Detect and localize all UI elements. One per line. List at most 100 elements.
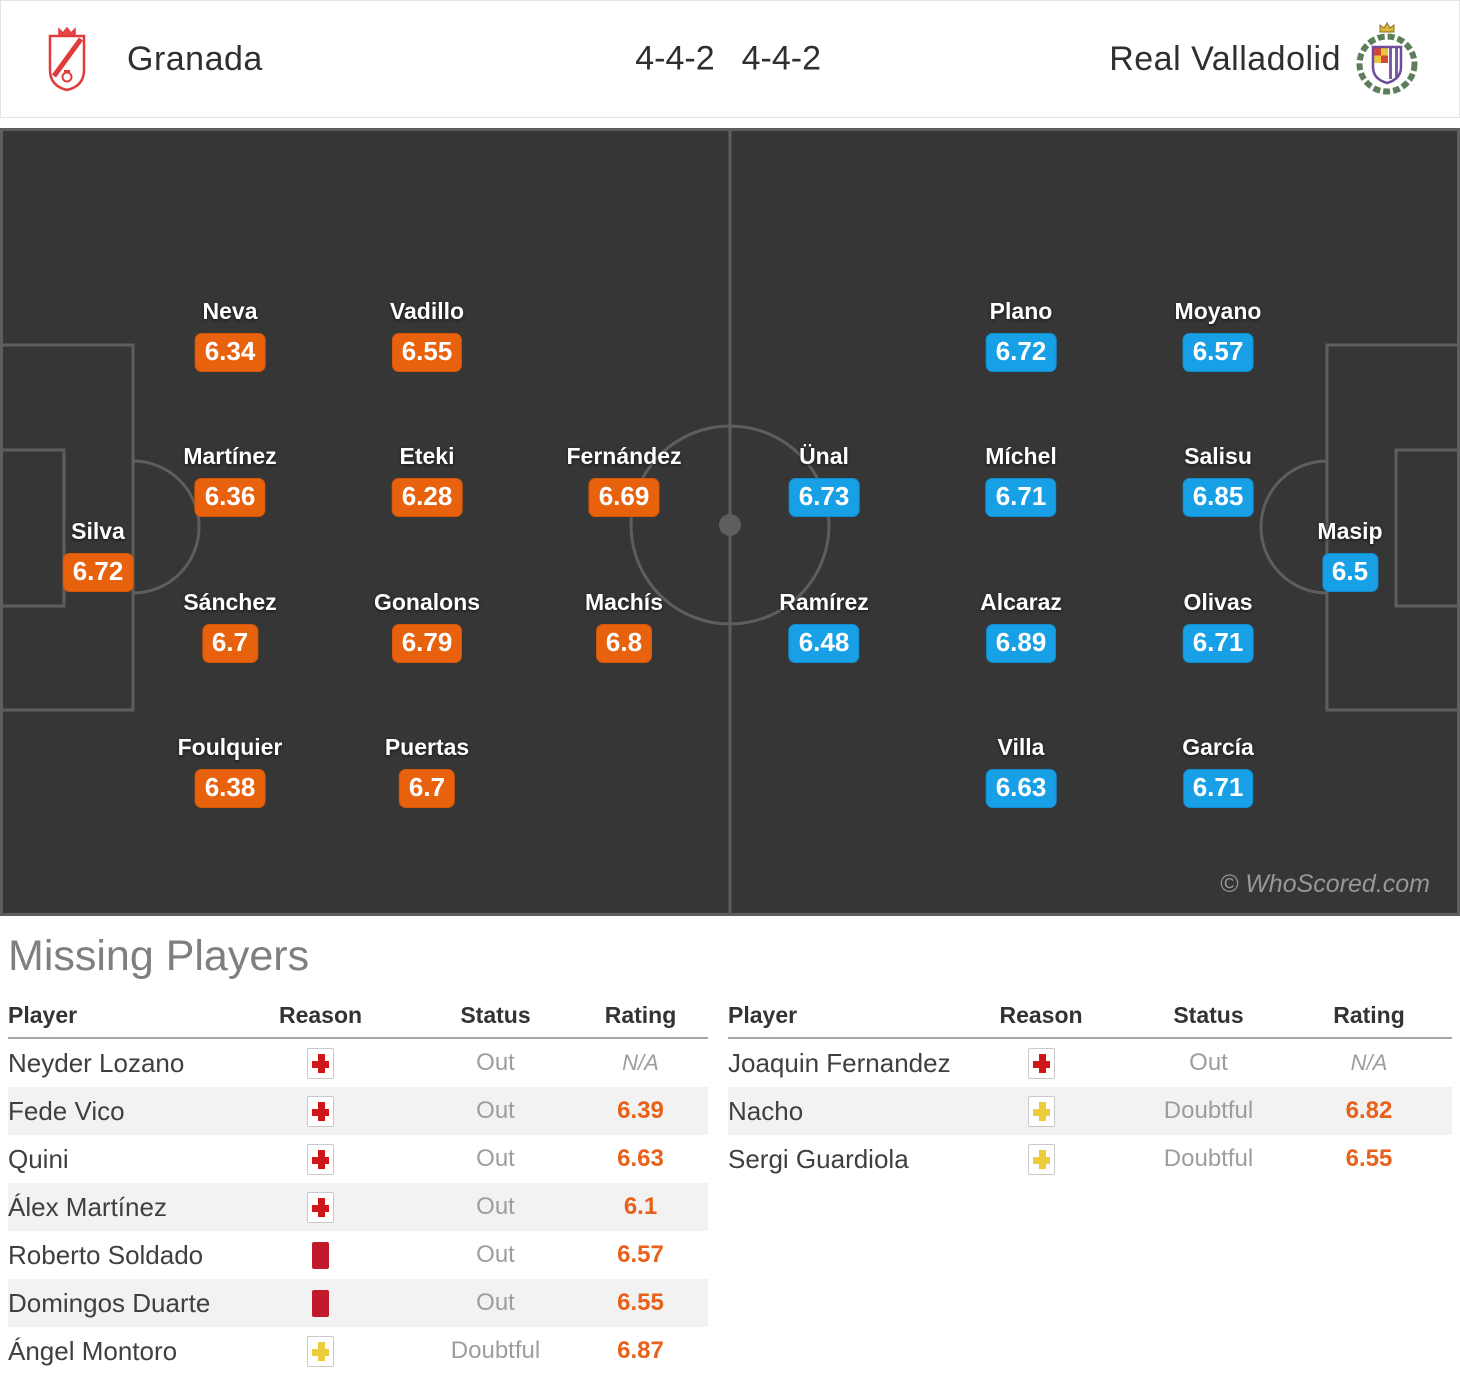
missing-player-name: Ángel Montoro — [8, 1335, 178, 1366]
match-header: Granada 4-4-2 4-4-2 Real Valladolid — [0, 0, 1460, 118]
red-card-icon — [312, 1289, 329, 1317]
player-name: Gonalons — [373, 589, 481, 615]
player-Neva[interactable]: Neva 6.34 — [194, 298, 266, 372]
player-name: Míchel — [985, 443, 1057, 469]
missing-player-status: Out — [476, 1097, 515, 1124]
player-rating-badge: 6.8 — [595, 624, 653, 663]
missing-player-row: Sergi Guardiola Doubtful 6.55 — [728, 1135, 1452, 1183]
player-rating-badge: 6.69 — [588, 478, 660, 517]
missing-player-rating: 6.63 — [617, 1145, 664, 1172]
missing-player-name: Sergi Guardiola — [728, 1143, 909, 1174]
missing-player-rating: N/A — [1350, 1050, 1388, 1075]
injury-cross-icon — [307, 1047, 334, 1079]
player-Ünal[interactable]: Ünal 6.73 — [788, 443, 860, 517]
missing-player-reason — [223, 1191, 418, 1223]
missing-player-reason — [223, 1289, 418, 1317]
player-Vadillo[interactable]: Vadillo 6.55 — [390, 298, 464, 372]
player-name: Puertas — [384, 734, 470, 760]
missing-player-name: Álex Martínez — [8, 1191, 167, 1222]
player-rating-badge: 6.72 — [62, 553, 134, 592]
player-Míchel[interactable]: Míchel 6.71 — [985, 443, 1057, 517]
player-rating-badge: 6.79 — [391, 624, 463, 663]
player-Foulquier[interactable]: Foulquier 6.38 — [177, 734, 283, 808]
missing-player-status: Out — [476, 1145, 515, 1172]
player-Plano[interactable]: Plano 6.72 — [985, 298, 1057, 372]
player-rating-badge: 6.71 — [1182, 624, 1254, 663]
player-name: Neva — [202, 298, 258, 324]
away-team-name: Real Valladolid — [1109, 39, 1341, 78]
granada-crest-icon — [48, 26, 86, 92]
player-Masip[interactable]: Masip 6.5 — [1317, 518, 1383, 592]
table-header: Player Reason Status Rating — [8, 999, 708, 1039]
missing-player-row: Joaquin Fernandez Out N/A — [728, 1039, 1452, 1087]
player-name: Plano — [989, 298, 1053, 324]
away-team-block: Real Valladolid — [1109, 22, 1419, 96]
player-Machís[interactable]: Machís 6.8 — [585, 589, 663, 663]
player-Sánchez[interactable]: Sánchez 6.7 — [183, 589, 277, 663]
player-rating-badge: 6.28 — [391, 478, 463, 517]
cross-bar — [1038, 1053, 1046, 1073]
missing-player-row: Ángel Montoro Doubtful 6.87 — [8, 1327, 708, 1375]
player-name: Eteki — [399, 443, 455, 469]
player-Moyano[interactable]: Moyano 6.57 — [1175, 298, 1261, 372]
missing-player-name: Nacho — [728, 1095, 804, 1126]
player-Villa[interactable]: Villa 6.63 — [985, 734, 1057, 808]
missing-player-row: Nacho Doubtful 6.82 — [728, 1087, 1452, 1135]
col-status: Status — [1173, 1002, 1244, 1028]
cross-bar — [318, 1197, 325, 1217]
table-header: Player Reason Status Rating — [728, 999, 1452, 1039]
player-rating-badge: 6.48 — [788, 624, 860, 663]
cross-bar — [318, 1149, 325, 1169]
player-Silva[interactable]: Silva 6.72 — [62, 518, 134, 592]
missing-player-reason — [951, 1047, 1131, 1079]
missing-players-title: Missing Players — [8, 932, 310, 980]
missing-player-name: Joaquin Fernandez — [728, 1047, 951, 1078]
injury-cross-icon — [1027, 1047, 1055, 1079]
player-rating-badge: 6.36 — [194, 478, 266, 517]
player-rating-badge: 6.7 — [201, 624, 259, 663]
player-Salisu[interactable]: Salisu 6.85 — [1182, 443, 1254, 517]
missing-player-name: Neyder Lozano — [8, 1047, 185, 1078]
player-Gonalons[interactable]: Gonalons 6.79 — [374, 589, 480, 663]
missing-player-reason — [223, 1047, 418, 1079]
col-reason: Reason — [999, 1002, 1083, 1028]
home-formation: 4-4-2 — [635, 39, 715, 78]
missing-player-rating: 6.1 — [623, 1193, 658, 1220]
missing-player-rating: 6.57 — [617, 1241, 664, 1268]
player-Fernández[interactable]: Fernández 6.69 — [566, 443, 682, 517]
missing-player-row: Álex Martínez Out 6.1 — [8, 1183, 708, 1231]
missing-player-status: Doubtful — [1163, 1097, 1254, 1124]
player-name: García — [1182, 734, 1254, 760]
player-Puertas[interactable]: Puertas 6.7 — [385, 734, 469, 808]
player-name: Salisu — [1184, 443, 1252, 469]
missing-player-status: Out — [1189, 1049, 1228, 1076]
cross-bar — [1038, 1149, 1046, 1169]
valladolid-crest-icon — [1356, 22, 1418, 95]
player-name: Ramírez — [779, 589, 869, 615]
player-Olivas[interactable]: Olivas 6.71 — [1182, 589, 1254, 663]
player-name: Olivas — [1183, 589, 1253, 615]
injury-cross-icon — [307, 1191, 334, 1223]
player-Ramírez[interactable]: Ramírez 6.48 — [779, 589, 869, 663]
player-rating-badge: 6.5 — [1321, 553, 1379, 592]
player-García[interactable]: García 6.71 — [1182, 734, 1254, 808]
missing-player-row: Roberto Soldado Out 6.57 — [8, 1231, 708, 1279]
missing-player-name: Fede Vico — [8, 1095, 125, 1126]
missing-player-rating: 6.87 — [617, 1337, 664, 1364]
player-rating-badge: 6.72 — [985, 333, 1057, 372]
doubtful-cross-icon — [1027, 1095, 1055, 1127]
missing-player-status: Out — [476, 1241, 515, 1268]
col-status: Status — [460, 1002, 531, 1028]
player-rating-badge: 6.38 — [194, 769, 266, 808]
missing-players-table-home: Player Reason Status Rating Neyder Lozan… — [8, 999, 708, 1375]
missing-player-status: Out — [476, 1049, 515, 1076]
col-player: Player — [728, 1002, 798, 1028]
player-Martínez[interactable]: Martínez 6.36 — [183, 443, 277, 517]
player-Alcaraz[interactable]: Alcaraz 6.89 — [980, 589, 1062, 663]
player-name: Foulquier — [177, 734, 283, 760]
player-Eteki[interactable]: Eteki 6.28 — [391, 443, 463, 517]
missing-player-name: Roberto Soldado — [8, 1239, 204, 1270]
formations: 4-4-2 4-4-2 — [635, 40, 821, 79]
missing-player-row: Domingos Duarte Out 6.55 — [8, 1279, 708, 1327]
player-rating-badge: 6.71 — [1182, 769, 1254, 808]
